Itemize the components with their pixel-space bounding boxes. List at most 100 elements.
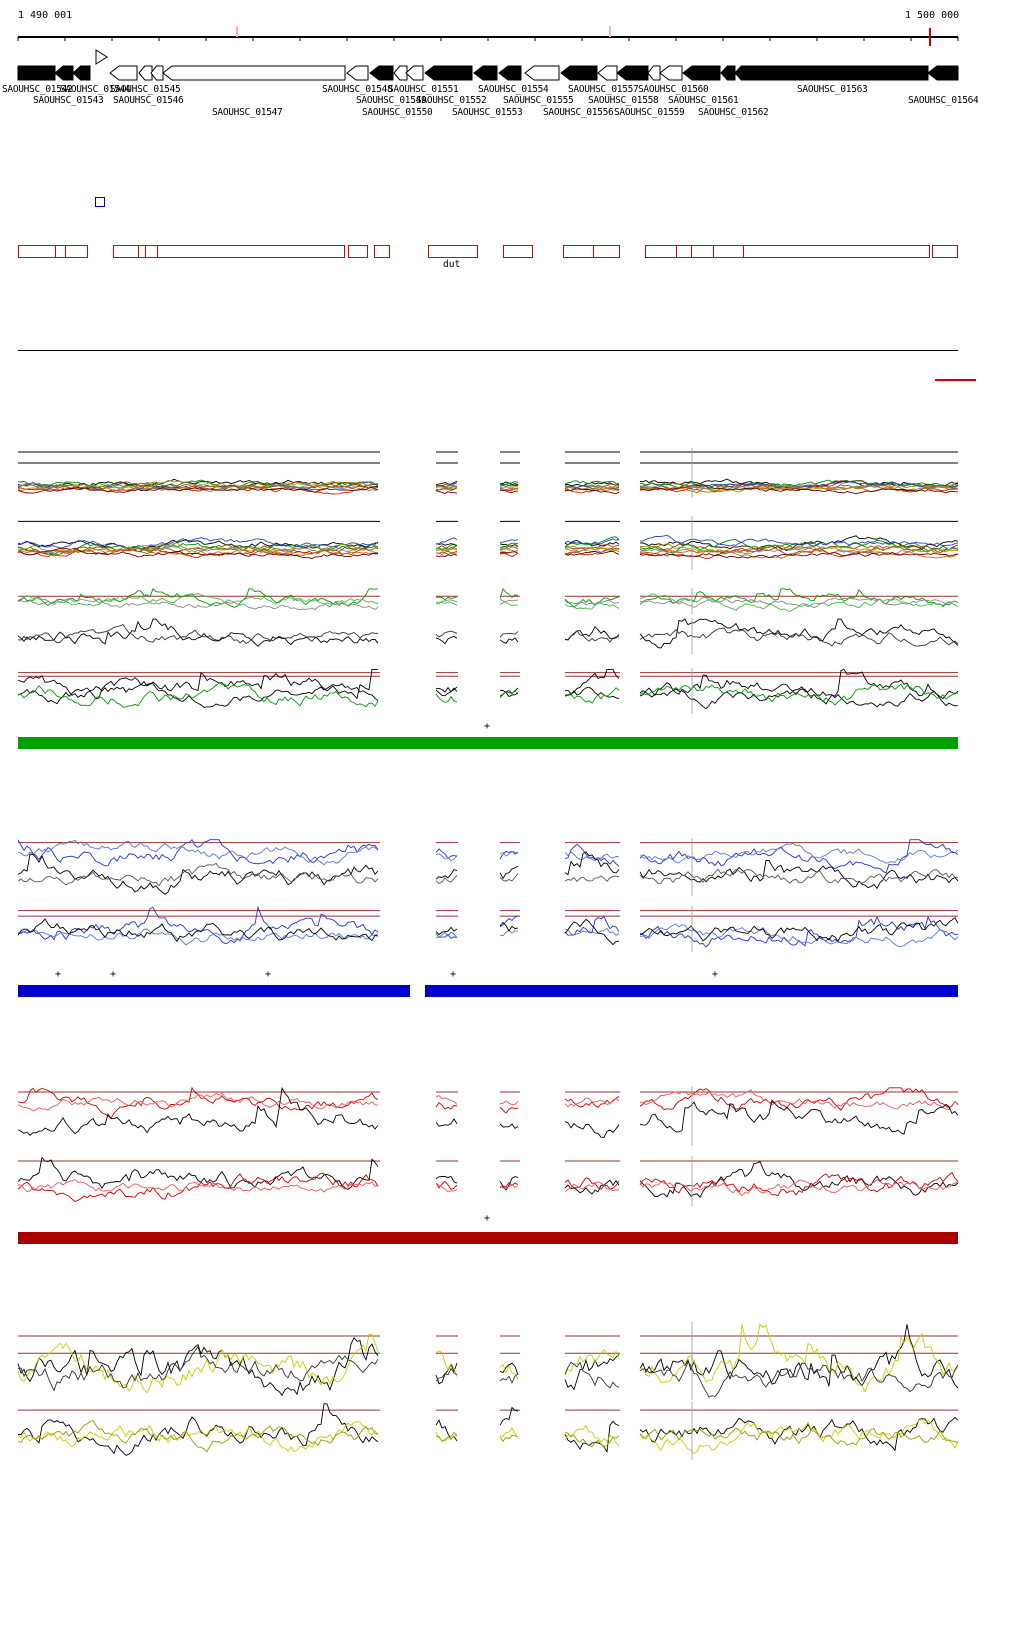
- gene-arrow[interactable]: [405, 65, 424, 81]
- plot-row-yellow-2[interactable]: [0, 1402, 1024, 1460]
- gene-arrow[interactable]: [927, 65, 959, 81]
- plot-series-line: [17, 928, 379, 946]
- plot-series-line: [499, 484, 519, 487]
- plot-series-line: [639, 479, 959, 489]
- gene-label: SAOUHSC_01555: [503, 95, 574, 106]
- plot-row-mix-top[interactable]: [0, 448, 1024, 498]
- gene-arrow[interactable]: [720, 65, 736, 81]
- plot-row-blue-sep[interactable]: [0, 838, 1024, 896]
- plot-series-line: [639, 842, 959, 864]
- plot-series-line: [564, 547, 620, 555]
- domain-box[interactable]: [645, 245, 930, 258]
- plot-series-line: [639, 486, 959, 494]
- plot-series-line: [499, 850, 519, 860]
- gene-arrow[interactable]: [138, 65, 153, 81]
- plus-strand-mark: +: [55, 969, 62, 980]
- plot-series-line: [639, 683, 959, 706]
- gene-arrow[interactable]: [734, 65, 750, 81]
- plot-series-line: [564, 1177, 620, 1190]
- plot-series-line: [639, 549, 959, 559]
- domain-box[interactable]: [503, 245, 533, 258]
- gene-arrow[interactable]: [369, 65, 394, 81]
- plot-row-green-row[interactable]: [0, 587, 1024, 614]
- plot-series-line: [17, 905, 379, 944]
- gene-label: SAOUHSC_01562: [698, 107, 769, 118]
- domain-box[interactable]: [348, 245, 368, 258]
- domain-box[interactable]: [428, 245, 478, 258]
- gene-arrow[interactable]: [346, 65, 369, 81]
- plot-row-yellow-1[interactable]: [0, 1322, 1024, 1400]
- domain-divider: [676, 246, 677, 257]
- domain-box[interactable]: [113, 245, 345, 258]
- plot-series-line: [435, 1095, 458, 1105]
- domain-box[interactable]: [563, 245, 620, 258]
- gene-arrow[interactable]: [597, 65, 618, 81]
- plot-series-line: [639, 868, 959, 884]
- plot-series-line: [564, 851, 620, 862]
- plot-series-line: [564, 687, 620, 704]
- gene-arrow[interactable]: [682, 65, 721, 81]
- plot-row-blue-mix[interactable]: [0, 905, 1024, 952]
- gene-arrow[interactable]: [560, 65, 598, 81]
- gene-label: SAOUHSC_01549: [356, 95, 427, 106]
- gene-label: SAOUHSC_01560: [638, 84, 709, 95]
- darkred-group-bar: [18, 1232, 958, 1244]
- plot-series-line: [639, 859, 959, 890]
- plot-series-line: [499, 1100, 519, 1105]
- gene-arrow[interactable]: [659, 65, 683, 81]
- plot-row-red-sep[interactable]: [0, 1086, 1024, 1146]
- domain-annotation-track[interactable]: [0, 245, 1024, 258]
- plot-series-line: [435, 1367, 458, 1382]
- plot-series-line: [640, 534, 959, 547]
- gene-name-label: dut: [443, 259, 461, 270]
- plot-row-mix-2[interactable]: [0, 516, 1024, 570]
- gene-arrow[interactable]: [393, 65, 408, 81]
- domain-box[interactable]: [18, 245, 88, 258]
- gene-arrow[interactable]: [17, 65, 56, 81]
- gene-arrow[interactable]: [647, 65, 661, 81]
- plot-series-line: [435, 1175, 458, 1184]
- gene-arrow[interactable]: [109, 65, 138, 81]
- gene-arrow[interactable]: [150, 65, 164, 81]
- domain-box[interactable]: [932, 245, 958, 258]
- plot-series-line: [435, 601, 458, 606]
- plot-series-line: [17, 838, 379, 867]
- plot-series-line: [17, 862, 379, 887]
- gene-label: SAOUHSC_01558: [588, 95, 659, 106]
- plot-series-line: [435, 931, 458, 938]
- gene-arrow[interactable]: [616, 65, 649, 81]
- plot-series-line: [499, 631, 519, 638]
- gene-arrow[interactable]: [473, 65, 498, 81]
- plot-series-line: [17, 1345, 379, 1392]
- gene-arrow[interactable]: [54, 65, 74, 81]
- plot-row-black-row[interactable]: [0, 618, 1024, 654]
- gene-arrow[interactable]: [498, 65, 522, 81]
- ruler-axis[interactable]: [0, 0, 1024, 50]
- plot-series-line: [435, 550, 458, 554]
- gene-arrow[interactable]: [749, 65, 929, 81]
- plot-series-line: [435, 853, 458, 862]
- blue-group-bar-1: [18, 985, 410, 997]
- gene-label: SAOUHSC_01550: [362, 107, 433, 118]
- gene-arrow[interactable]: [162, 65, 346, 81]
- gene-arrow[interactable]: [424, 65, 473, 81]
- plot-row-black-green-row[interactable]: [0, 668, 1024, 714]
- plot-series-line: [17, 1172, 379, 1203]
- gene-feature-track[interactable]: [0, 46, 1024, 86]
- plot-series-line: [564, 630, 619, 643]
- selection-box[interactable]: [95, 197, 105, 207]
- gene-arrow[interactable]: [524, 65, 560, 81]
- gene-label: SAOUHSC_01551: [388, 84, 459, 95]
- plot-series-line: [17, 1086, 379, 1119]
- plot-series-line: [435, 489, 458, 494]
- plot-series-line: [564, 483, 620, 489]
- gene-label: SAOUHSC_01564: [908, 95, 979, 106]
- gene-arrow[interactable]: [72, 65, 91, 81]
- plot-series-line: [17, 480, 379, 489]
- plot-series-line: [564, 1420, 620, 1454]
- plot-series-line: [564, 1424, 620, 1447]
- plot-series-line: [435, 868, 458, 880]
- flag-marker-icon[interactable]: [95, 49, 108, 65]
- plot-row-red-mix[interactable]: [0, 1156, 1024, 1206]
- domain-box[interactable]: [374, 245, 390, 258]
